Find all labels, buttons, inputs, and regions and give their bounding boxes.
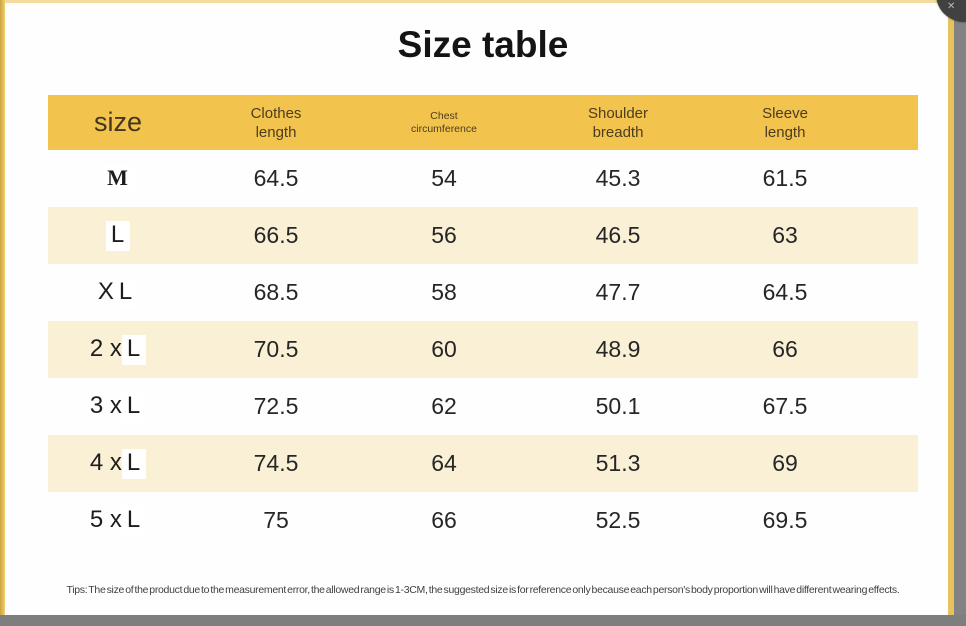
filler-cell [858, 378, 918, 435]
shoulder-breadth-cell: 47.7 [595, 279, 641, 305]
chest-circumference-cell: 60 [431, 336, 457, 362]
size-label-prefix: 3 x [89, 391, 122, 419]
filler-cell [858, 207, 918, 264]
table-header-row: size Clothes length Chest circumference … [48, 95, 918, 150]
header-line: Chest [430, 109, 458, 122]
bottom-edge-bar[interactable] [0, 615, 966, 626]
size-label-prefix: 2 x [89, 334, 122, 362]
filler-cell [858, 150, 918, 207]
clothes-length-cell: 72.5 [253, 393, 299, 419]
table-row-m: M 64.5 54 45.3 61.5 [48, 150, 918, 207]
header-shoulder-breadth: Shoulder breadth [524, 95, 712, 150]
shoulder-breadth-cell: 51.3 [595, 450, 641, 476]
shoulder-breadth-cell: 50.1 [595, 393, 641, 419]
header-line: Sleeve [762, 104, 808, 122]
corner-button[interactable]: ✕ [936, 0, 966, 22]
header-line: length [255, 123, 297, 141]
right-edge-bar[interactable] [954, 0, 966, 626]
clothes-length-cell: 68.5 [253, 279, 299, 305]
size-label-patched: L [113, 277, 139, 308]
header-size-label: size [93, 107, 142, 137]
clothes-length-cell: 64.5 [253, 165, 299, 191]
header-line: Clothes [250, 104, 302, 122]
header-line: length [764, 123, 806, 141]
sleeve-length-cell: 69 [772, 450, 798, 476]
header-line: Shoulder [587, 104, 649, 122]
size-table-container: size Clothes length Chest circumference … [48, 95, 918, 549]
left-border [0, 0, 5, 616]
shoulder-breadth-cell: 48.9 [595, 336, 641, 362]
size-label-patched: L [121, 391, 147, 422]
header-chest-circumference: Chest circumference [364, 95, 524, 150]
size-label-prefix: 5 x [89, 505, 122, 533]
chest-circumference-cell: 66 [431, 507, 457, 533]
table-row-l: L 66.5 56 46.5 63 [48, 207, 918, 264]
size-table: size Clothes length Chest circumference … [48, 95, 918, 549]
filler-cell [858, 435, 918, 492]
chest-circumference-cell: 58 [431, 279, 457, 305]
chest-circumference-cell: 56 [431, 222, 457, 248]
size-label-patched: L [121, 334, 147, 365]
size-label-patched: L [105, 220, 131, 251]
clothes-length-cell: 70.5 [253, 336, 299, 362]
sleeve-length-cell: 63 [772, 222, 798, 248]
size-label-prefix: X [97, 277, 114, 305]
header-line: circumference [411, 122, 477, 135]
tips-text: Tips: The size of the product due to the… [66, 584, 900, 596]
size-label-patched: M [102, 165, 134, 193]
header-filler [858, 95, 918, 150]
size-label-patched: L [121, 505, 147, 536]
sleeve-length-cell: 66 [772, 336, 798, 362]
clothes-length-cell: 75 [263, 507, 289, 533]
clothes-length-cell: 66.5 [253, 222, 299, 248]
sleeve-length-cell: 69.5 [762, 507, 808, 533]
size-label-prefix: 4 x [89, 448, 122, 476]
sleeve-length-cell: 61.5 [762, 165, 808, 191]
header-line: breadth [592, 123, 644, 141]
right-border [948, 0, 954, 616]
shoulder-breadth-cell: 45.3 [595, 165, 641, 191]
clothes-length-cell: 74.5 [253, 450, 299, 476]
close-icon: ✕ [947, 1, 956, 12]
size-cell: M [48, 150, 188, 207]
shoulder-breadth-cell: 46.5 [595, 222, 641, 248]
header-clothes-length: Clothes length [188, 95, 364, 150]
chest-circumference-cell: 64 [431, 450, 457, 476]
page-title: Size table [397, 24, 569, 65]
top-border [0, 0, 956, 3]
sleeve-length-cell: 64.5 [762, 279, 808, 305]
size-label-patched: L [121, 448, 147, 479]
filler-cell [858, 264, 918, 321]
header-sleeve-length: Sleeve length [712, 95, 858, 150]
chest-circumference-cell: 62 [431, 393, 457, 419]
filler-cell [858, 492, 918, 549]
sleeve-length-cell: 67.5 [762, 393, 808, 419]
size-cell: L [48, 207, 188, 264]
filler-cell [858, 321, 918, 378]
chest-circumference-cell: 54 [431, 165, 457, 191]
header-size: size [48, 95, 188, 150]
shoulder-breadth-cell: 52.5 [595, 507, 641, 533]
